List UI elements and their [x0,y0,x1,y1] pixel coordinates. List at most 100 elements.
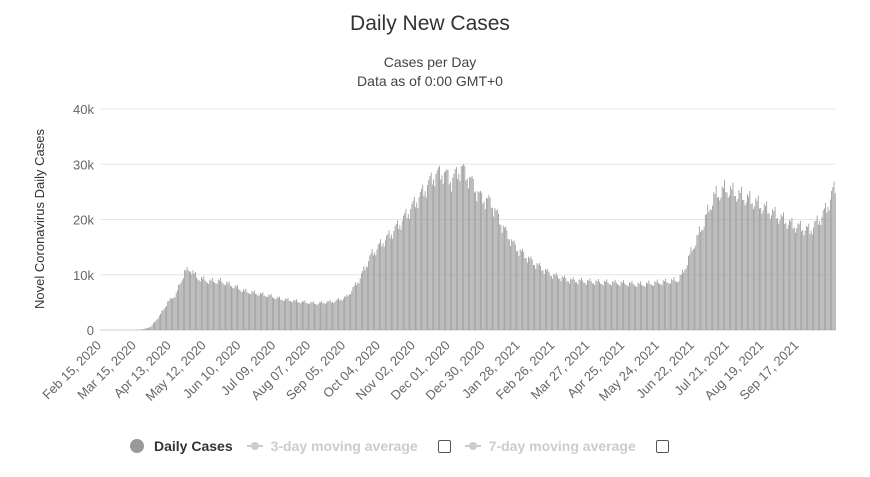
bar[interactable] [811,234,813,330]
bar[interactable] [318,302,320,330]
bar[interactable] [245,288,247,330]
bar[interactable] [320,302,321,330]
bar[interactable] [160,313,161,330]
bar[interactable] [798,224,800,330]
bar[interactable] [679,274,681,330]
bar[interactable] [341,300,343,330]
bar[interactable] [279,296,281,330]
bar[interactable] [552,278,554,330]
bar[interactable] [259,292,261,330]
bar[interactable] [481,192,483,330]
bar[interactable] [293,299,295,330]
bar[interactable] [442,183,444,330]
bar[interactable] [203,276,205,330]
bar[interactable] [428,180,430,330]
bar[interactable] [490,207,492,330]
bar[interactable] [181,280,183,330]
bar[interactable] [582,280,584,330]
bar[interactable] [648,280,650,330]
bar[interactable] [820,225,822,330]
bar[interactable] [323,303,325,330]
bar[interactable] [496,209,498,330]
bar[interactable] [609,284,611,330]
bar[interactable] [393,231,395,330]
bar[interactable] [529,258,531,330]
bar[interactable] [193,273,195,330]
bar[interactable] [627,286,629,330]
bar[interactable] [453,173,455,330]
bar[interactable] [291,302,293,330]
bar[interactable] [695,245,697,330]
bar[interactable] [766,201,768,330]
bar[interactable] [602,285,604,330]
bar[interactable] [712,205,713,330]
bar[interactable] [499,224,501,330]
bar[interactable] [755,198,757,330]
bar[interactable] [338,297,339,330]
bar[interactable] [682,269,683,330]
bar[interactable] [510,245,511,330]
bar[interactable] [163,308,165,330]
bar[interactable] [156,319,158,330]
bar[interactable] [822,210,824,330]
bar[interactable] [209,279,211,330]
bar[interactable] [474,192,475,330]
bar[interactable] [146,327,148,330]
bar[interactable] [502,225,504,330]
bar[interactable] [512,241,514,330]
bar[interactable] [405,209,407,330]
bar[interactable] [359,278,361,330]
bar[interactable] [375,255,377,330]
bar[interactable] [754,205,756,330]
bar[interactable] [500,224,502,330]
bar[interactable] [726,192,728,330]
bar[interactable] [738,190,740,330]
bar[interactable] [791,218,793,330]
bar[interactable] [785,223,787,330]
bar[interactable] [808,223,810,330]
bar[interactable] [322,303,324,330]
bar[interactable] [623,280,624,330]
bar[interactable] [670,283,671,330]
bar[interactable] [271,297,273,330]
bar[interactable] [612,281,614,330]
bar[interactable] [395,224,397,330]
bar[interactable] [268,294,270,330]
bar[interactable] [683,272,685,330]
bar[interactable] [666,282,668,330]
bar[interactable] [667,282,669,330]
bar[interactable] [641,284,643,330]
bar[interactable] [208,283,210,330]
bar[interactable] [225,285,226,330]
bar[interactable] [489,197,491,330]
bar[interactable] [793,227,795,330]
bar[interactable] [249,294,250,330]
bar[interactable] [195,272,196,330]
bar[interactable] [199,281,201,330]
bar[interactable] [827,206,829,330]
bar[interactable] [376,249,378,330]
bar[interactable] [423,196,425,330]
bar[interactable] [247,292,249,330]
bar[interactable] [394,226,396,330]
bar[interactable] [296,299,297,330]
bar[interactable] [222,283,224,330]
bar[interactable] [389,238,391,330]
bar[interactable] [559,278,561,330]
bar[interactable] [327,301,329,330]
bar[interactable] [427,185,428,330]
bar[interactable] [188,271,190,330]
bar[interactable] [599,281,600,330]
bar[interactable] [368,261,370,330]
bar[interactable] [613,282,615,330]
bar[interactable] [298,302,300,330]
bar[interactable] [565,278,567,330]
bar[interactable] [461,165,463,330]
bar[interactable] [777,218,778,330]
bar[interactable] [823,208,825,330]
bar[interactable] [619,285,621,330]
bar[interactable] [814,221,816,330]
bar[interactable] [566,281,568,330]
bar[interactable] [816,215,818,330]
bar[interactable] [335,299,337,330]
